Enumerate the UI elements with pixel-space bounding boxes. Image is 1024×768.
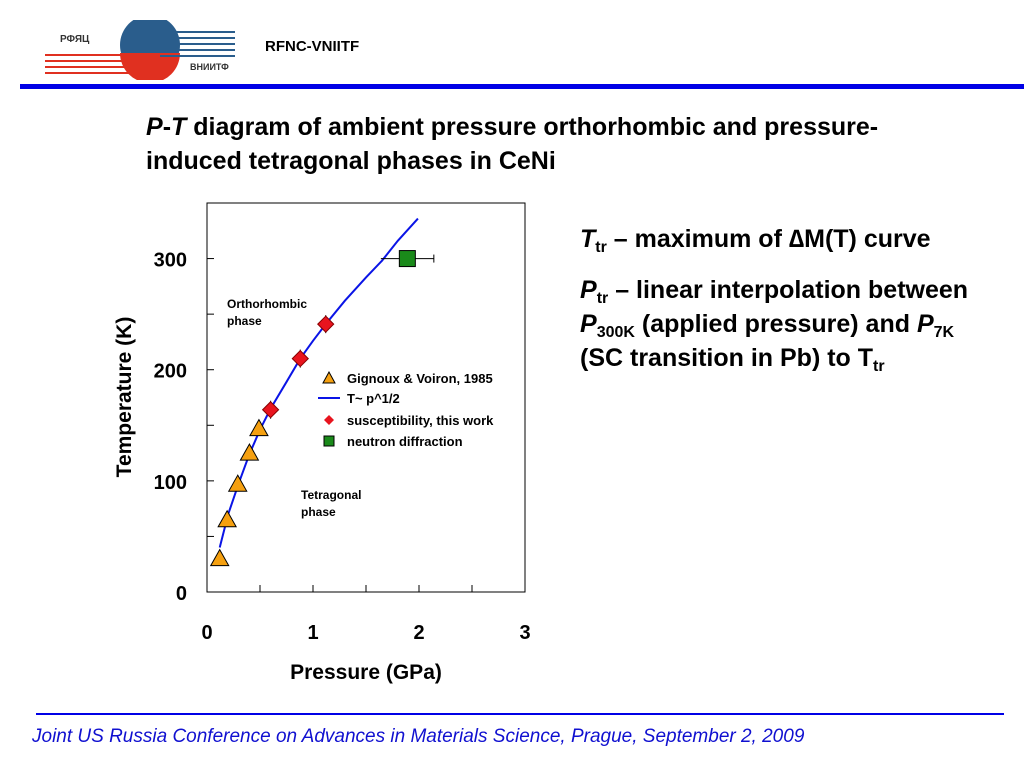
y-axis-label: Temperature (K): [113, 317, 136, 478]
legend-triangle-icon: [322, 370, 336, 384]
gignoux-point: [239, 443, 260, 461]
svg-text:РФЯЦ: РФЯЦ: [60, 34, 90, 45]
legend-diamond-icon: [324, 415, 334, 425]
note-ptr: Ptr – linear interpolation between P300K…: [580, 276, 969, 375]
gignoux-point: [209, 548, 230, 567]
header-divider: [20, 84, 1024, 89]
x-tick-label: 0: [201, 622, 212, 644]
slide-title: P-T diagram of ambient pressure orthorho…: [146, 113, 879, 175]
gignoux-point: [217, 509, 237, 528]
org-name: RFNC-VNIITF: [265, 38, 360, 55]
y-tick-label: 0: [176, 583, 187, 605]
legend-label: neutron diffraction: [347, 434, 463, 449]
x-tick-label: 1: [307, 622, 318, 644]
logo: РФЯЦ ВНИИТФ: [40, 15, 240, 83]
legend-label: Gignoux & Voiron, 1985: [347, 371, 493, 386]
footer-divider: [36, 713, 1004, 715]
legend-square-icon: [323, 435, 335, 447]
x-axis-label: Pressure (GPa): [290, 661, 442, 684]
footer-text: Joint US Russia Conference on Advances i…: [32, 726, 805, 747]
neutron-point: [398, 250, 416, 268]
gignoux-point: [227, 474, 248, 492]
phase-label: Tetragonal: [301, 488, 361, 502]
note-ttr: Ttr – maximum of ∆M(T) curve: [580, 225, 931, 256]
y-tick-label: 100: [154, 472, 187, 494]
legend-label: susceptibility, this work: [347, 413, 494, 428]
legend-label: T~ p^1/2: [347, 391, 400, 406]
phase-label: phase: [227, 314, 262, 328]
susceptibility-point: [291, 349, 309, 368]
phase-label: Orthorhombic: [227, 297, 307, 311]
susceptibility-point: [317, 315, 335, 333]
x-tick-label: 2: [413, 622, 424, 644]
y-tick-label: 200: [154, 361, 187, 383]
gignoux-point: [249, 418, 269, 437]
x-tick-label: 3: [519, 622, 530, 644]
svg-text:ВНИИТФ: ВНИИТФ: [190, 62, 229, 72]
susceptibility-point: [261, 401, 280, 419]
y-tick-label: 300: [154, 250, 187, 272]
phase-label: phase: [301, 505, 336, 519]
